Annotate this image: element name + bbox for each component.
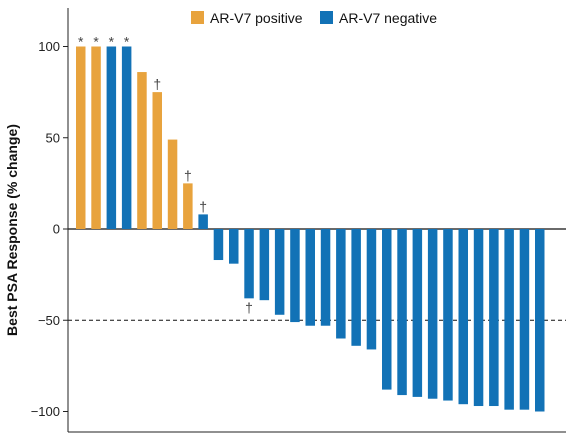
bar-marks: * * * * † † † †	[78, 34, 253, 316]
bar-ar-v7-negative	[121, 46, 132, 229]
bar-ar-v7-negative	[366, 229, 377, 350]
bar-ar-v7-positive	[137, 72, 147, 229]
bar-ar-v7-negative	[535, 229, 545, 412]
legend-label-ar-v7-negative: AR-V7 negative	[339, 10, 437, 26]
dagger-mark: †	[153, 76, 161, 92]
bar-ar-v7-negative	[198, 214, 208, 229]
bars	[76, 46, 545, 412]
bar-ar-v7-positive	[76, 46, 86, 229]
bar-ar-v7-negative	[305, 229, 315, 326]
dagger-mark: †	[184, 167, 192, 183]
bar-ar-v7-negative	[504, 229, 514, 410]
bar-ar-v7-negative	[412, 229, 423, 397]
bar-ar-v7-negative	[489, 229, 499, 407]
bar-ar-v7-positive	[167, 139, 178, 229]
bar-ar-v7-negative	[106, 46, 117, 229]
asterisk-mark: *	[124, 34, 130, 50]
bar-ar-v7-positive	[152, 92, 162, 229]
y-tick-label: 50	[46, 130, 60, 145]
dagger-mark: †	[245, 299, 253, 315]
y-tick-label: −50	[38, 313, 60, 328]
y-axis-label: Best PSA Response (% change)	[4, 124, 20, 336]
asterisk-mark: *	[78, 34, 84, 50]
dagger-mark: †	[199, 198, 207, 214]
legend-label-ar-v7-positive: AR-V7 positive	[210, 10, 303, 26]
y-tick-label: 0	[53, 222, 60, 237]
bar-ar-v7-negative	[443, 229, 453, 401]
bar-ar-v7-negative	[213, 229, 224, 261]
y-tick-label: 100	[38, 39, 60, 54]
bar-ar-v7-positive	[91, 46, 101, 229]
bar-ar-v7-negative	[382, 229, 392, 390]
bar-ar-v7-negative	[320, 229, 331, 326]
bar-ar-v7-negative	[397, 229, 407, 396]
legend-swatch-ar-v7-positive	[191, 11, 204, 24]
bar-ar-v7-negative	[336, 229, 346, 339]
legend-swatch-ar-v7-negative	[320, 11, 333, 24]
bar-ar-v7-negative	[458, 229, 468, 405]
bar-ar-v7-negative	[290, 229, 300, 323]
bar-ar-v7-negative	[519, 229, 530, 410]
legend: AR-V7 positive AR-V7 negative	[191, 10, 437, 26]
bar-ar-v7-negative	[351, 229, 361, 346]
bar-ar-v7-positive	[183, 183, 193, 229]
bar-ar-v7-negative	[274, 229, 285, 315]
bar-ar-v7-negative	[229, 229, 239, 264]
bar-ar-v7-negative	[259, 229, 270, 301]
y-axis-ticks: 100 50 0 −50 −100	[31, 39, 68, 419]
y-tick-label: −100	[31, 404, 60, 419]
bar-ar-v7-negative	[244, 229, 254, 299]
asterisk-mark: *	[93, 34, 99, 50]
bar-ar-v7-negative	[427, 229, 438, 399]
asterisk-mark: *	[109, 34, 115, 50]
bar-ar-v7-negative	[473, 229, 484, 407]
